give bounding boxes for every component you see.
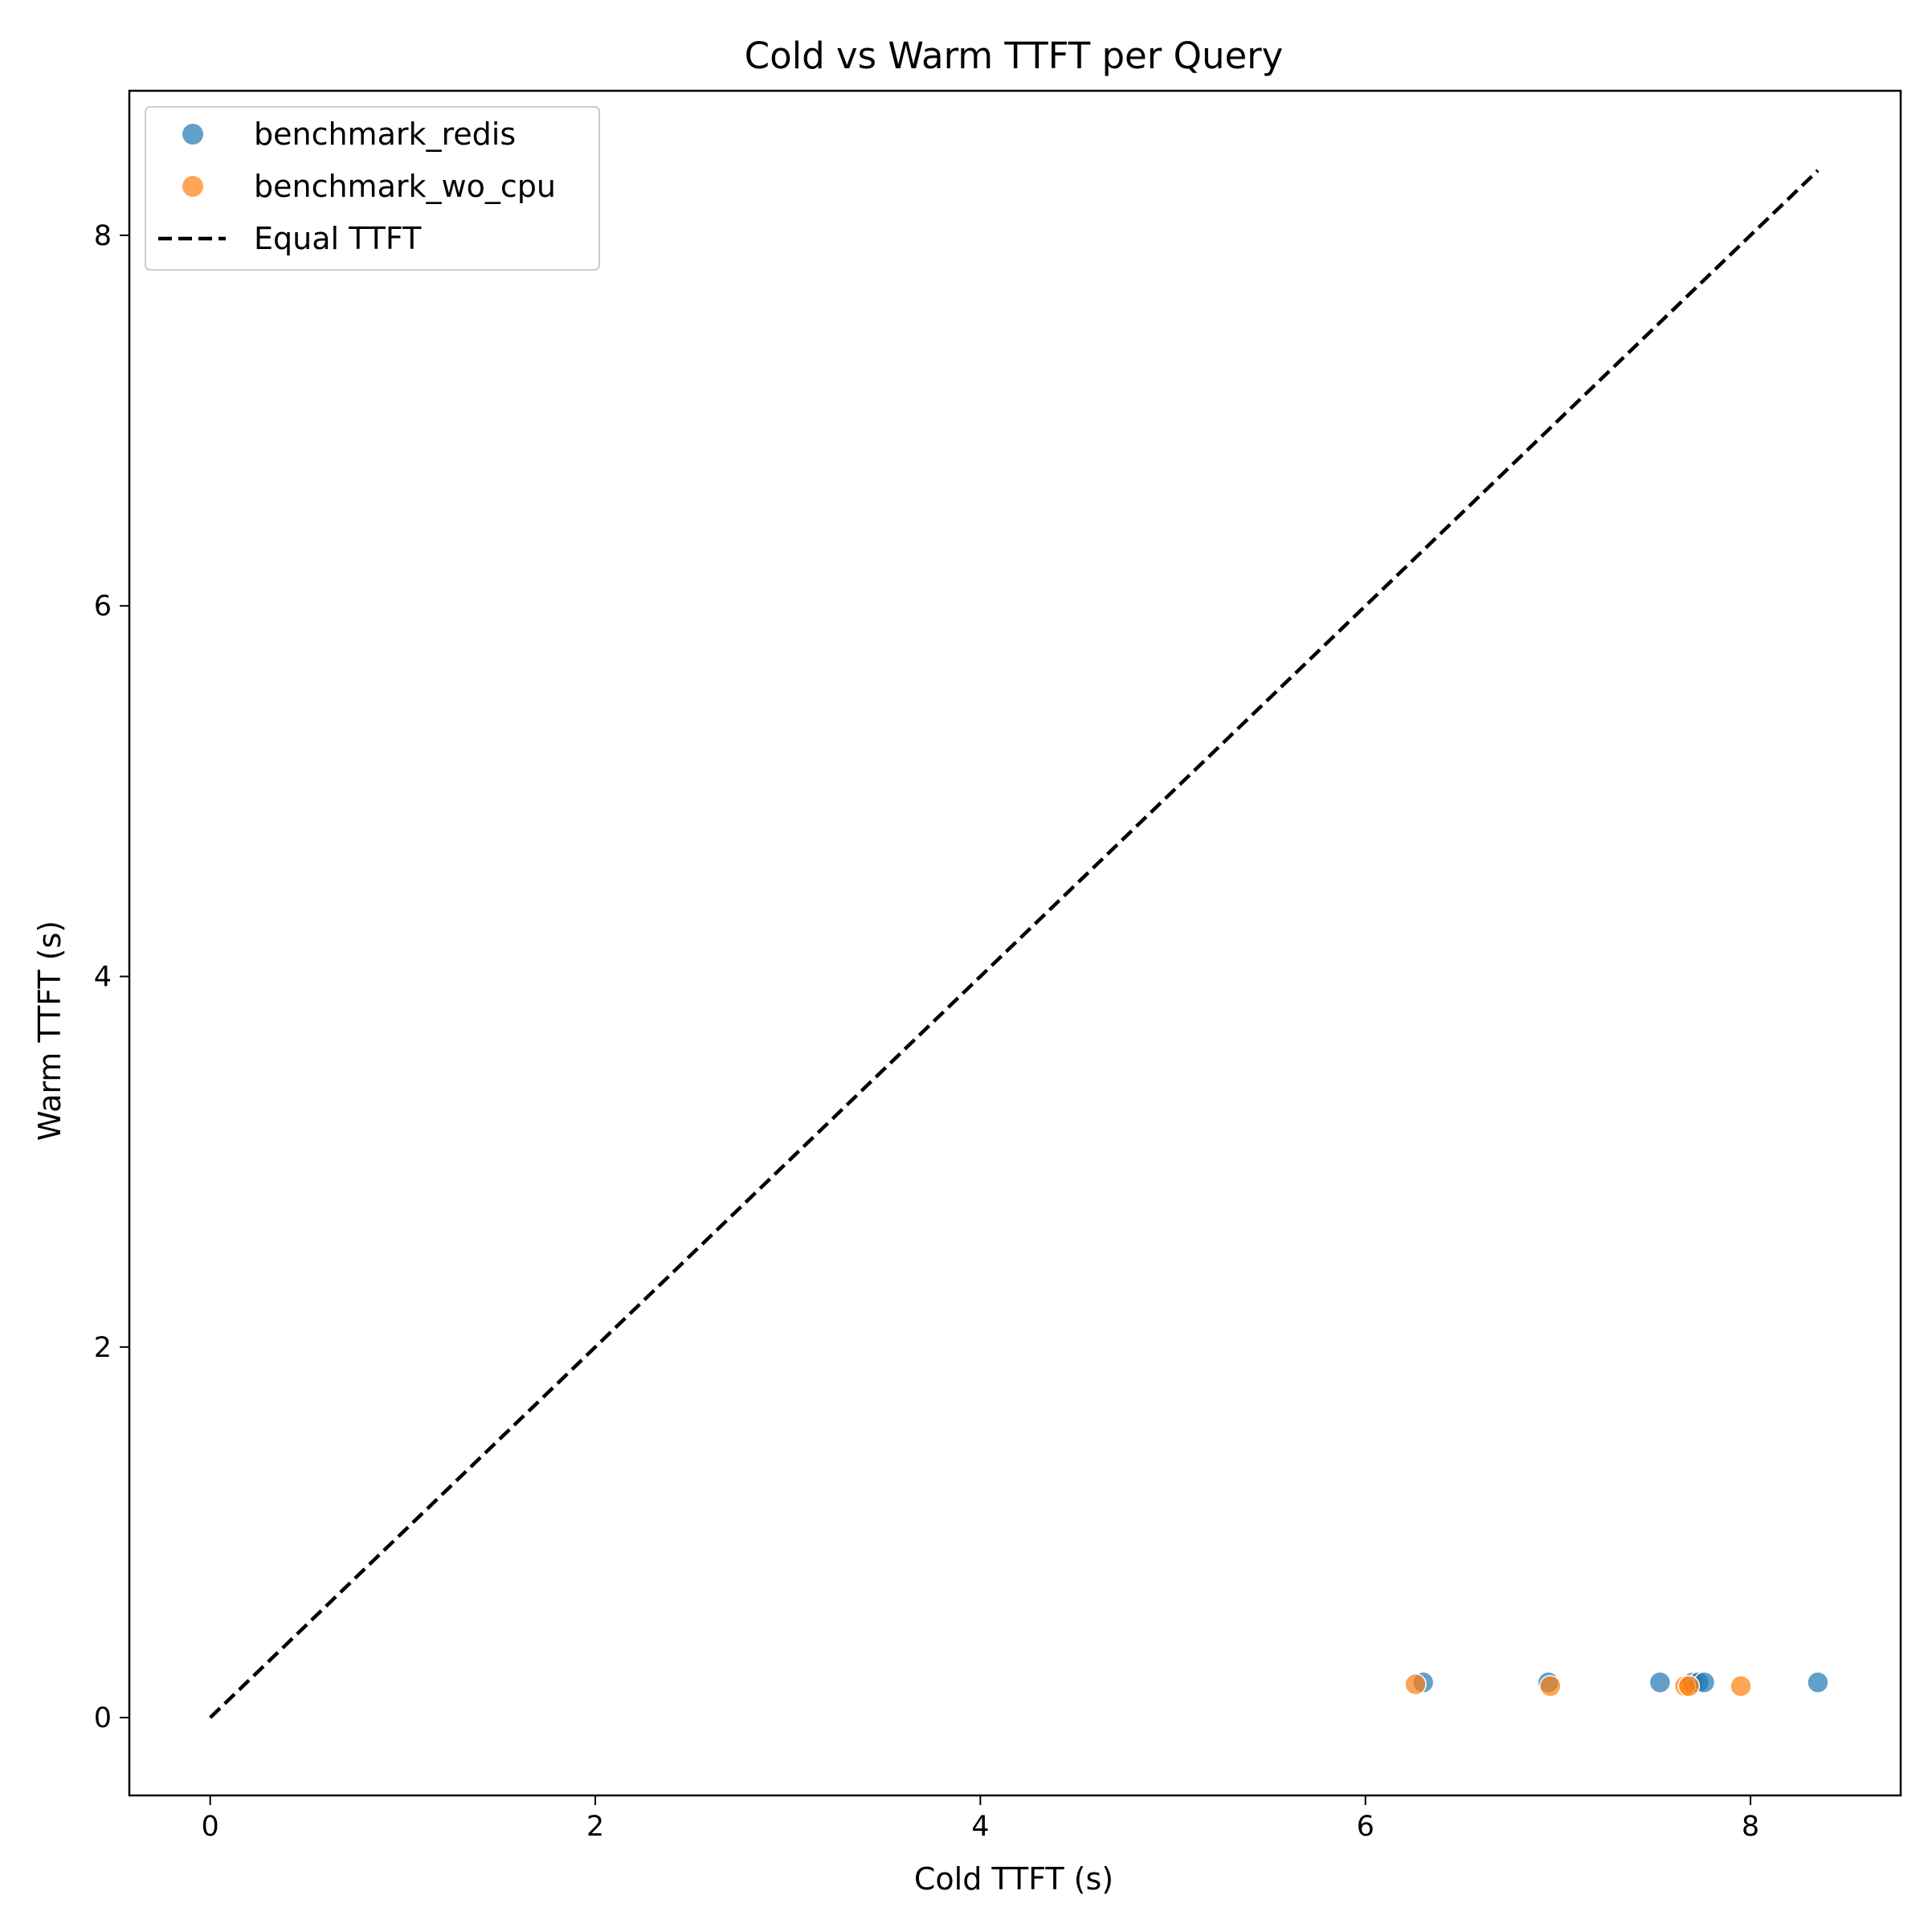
y-tick-label: 4: [94, 962, 112, 994]
legend-marker-benchmark-wo-cpu: [182, 176, 203, 197]
x-tick-label: 4: [971, 1811, 989, 1843]
x-axis-label: Cold TTFT (s): [914, 1861, 1113, 1897]
x-tick-label: 8: [1742, 1811, 1759, 1843]
y-tick-label: 8: [94, 220, 112, 252]
data-point-benchmark-wo-cpu: [1677, 1675, 1701, 1697]
data-point-benchmark-wo-cpu: [1730, 1675, 1752, 1697]
y-tick-label: 2: [94, 1332, 112, 1364]
y-tick-label: 0: [94, 1702, 112, 1734]
data-point-benchmark-redis: [1648, 1671, 1672, 1694]
legend-frame: [145, 106, 600, 271]
plot-area: 0 2 4 6 8 0 2 4 6 8: [94, 89, 1902, 1843]
x-tick-label: 6: [1357, 1811, 1375, 1843]
y-axis-label: Warm TTFT (s): [32, 921, 67, 1141]
x-tick-label: 0: [202, 1811, 219, 1843]
data-point-benchmark-wo-cpu: [1539, 1675, 1562, 1697]
legend: benchmark_redis benchmark_wo_cpu Equal T…: [145, 106, 600, 271]
chart-title: Cold vs Warm TTFT per Query: [745, 35, 1284, 77]
legend-label-benchmark-wo-cpu: benchmark_wo_cpu: [254, 169, 556, 204]
legend-label-benchmark-redis: benchmark_redis: [254, 116, 516, 152]
data-point-benchmark-redis: [1807, 1671, 1829, 1694]
legend-label-equal-ttft: Equal TTFT: [254, 221, 422, 256]
equal-ttft-line: [209, 169, 1820, 1719]
x-tick-label: 2: [586, 1811, 604, 1843]
y-tick-label: 6: [94, 590, 112, 623]
data-point-benchmark-wo-cpu: [1404, 1673, 1427, 1696]
axes-frame: [128, 89, 1902, 1797]
legend-marker-benchmark-redis: [182, 124, 203, 145]
